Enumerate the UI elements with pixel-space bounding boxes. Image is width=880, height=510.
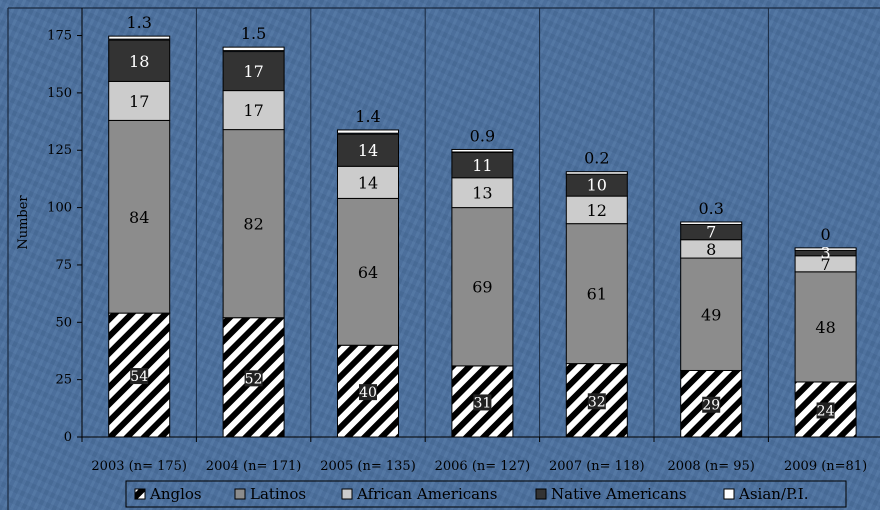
bar-asian-p-i--2 xyxy=(337,129,399,134)
x-category-label: 2003 (n= 175) xyxy=(91,459,187,474)
data-label-native-americans: 7 xyxy=(706,223,716,242)
anglo-label-box xyxy=(816,402,835,419)
bar-native-americans-3 xyxy=(451,152,514,179)
bar-african-americans-4 xyxy=(565,195,628,225)
y-tick-label: 75 xyxy=(55,258,72,273)
x-category-label: 2007 (n= 118) xyxy=(549,459,645,474)
legend-swatch-latinos xyxy=(234,488,246,500)
data-label-latinos: 48 xyxy=(815,318,835,337)
data-label-native-americans: 18 xyxy=(129,52,149,71)
legend-swatch-anglos xyxy=(134,488,146,500)
bar-native-americans-1 xyxy=(222,51,285,92)
legend-swatch-asian-p-i- xyxy=(723,488,735,500)
bar-latinos-0 xyxy=(108,119,171,314)
bar-asian-p-i--0 xyxy=(108,35,171,40)
data-label-anglos: 32 xyxy=(588,394,606,410)
x-category-label: 2005 (n= 135) xyxy=(320,459,416,474)
data-label-asian-pi: 1.3 xyxy=(126,13,151,32)
data-label-anglos: 40 xyxy=(359,385,377,401)
data-label-african-americans: 17 xyxy=(243,101,263,120)
data-label-latinos: 69 xyxy=(472,278,492,297)
y-tick-label: 0 xyxy=(64,430,72,445)
y-axis-title: Number xyxy=(16,195,31,250)
data-label-asian-pi: 0 xyxy=(821,225,831,244)
bar-asian-p-i--1 xyxy=(222,46,285,52)
y-tick-label: 150 xyxy=(47,86,72,101)
data-label-latinos: 64 xyxy=(358,263,378,282)
data-label-latinos: 84 xyxy=(129,208,149,227)
anglo-label-box xyxy=(130,368,149,385)
legend-label-african-americans: African Americans xyxy=(356,485,497,503)
data-label-african-americans: 7 xyxy=(821,255,831,274)
bar-asian-p-i--6 xyxy=(794,247,857,251)
data-label-native-americans: 11 xyxy=(472,156,492,175)
legend-swatch-native-americans xyxy=(535,488,547,500)
bar-asian-p-i--5 xyxy=(680,221,743,225)
legend-box xyxy=(125,480,847,508)
data-label-anglos: 31 xyxy=(473,395,491,411)
y-tick-label: 25 xyxy=(55,373,72,388)
data-label-native-americans: 10 xyxy=(587,176,607,195)
data-label-african-americans: 17 xyxy=(129,92,149,111)
data-label-african-americans: 12 xyxy=(587,201,607,220)
bar-latinos-5 xyxy=(680,257,743,371)
bar-african-americans-3 xyxy=(451,177,514,209)
legend-swatch-african-americans xyxy=(341,488,353,500)
data-label-asian-pi: 1.5 xyxy=(241,24,266,43)
data-label-asian-pi: 0.2 xyxy=(584,149,609,168)
bar-native-americans-2 xyxy=(337,133,399,167)
legend-label-latinos: Latinos xyxy=(250,485,306,503)
bar-latinos-2 xyxy=(337,197,399,346)
data-label-anglos: 29 xyxy=(702,398,720,414)
bar-latinos-3 xyxy=(451,207,514,367)
bar-latinos-6 xyxy=(794,271,857,383)
data-label-anglos: 24 xyxy=(817,403,835,419)
legend-label-asian-p-i-: Asian/P.I. xyxy=(738,485,809,503)
anglo-label-box xyxy=(473,394,492,411)
data-label-african-americans: 13 xyxy=(472,184,492,203)
data-label-latinos: 82 xyxy=(243,215,263,234)
data-label-latinos: 49 xyxy=(701,305,721,324)
x-category-label: 2006 (n= 127) xyxy=(435,459,531,474)
legend-label-native-americans: Native Americans xyxy=(551,485,687,503)
bar-asian-p-i--4 xyxy=(565,171,628,175)
bar-latinos-4 xyxy=(565,223,628,365)
data-label-asian-pi: 0.3 xyxy=(698,199,723,218)
bar-native-americans-0 xyxy=(108,39,171,82)
y-tick-label: 100 xyxy=(47,201,72,216)
data-label-native-americans: 17 xyxy=(243,62,263,81)
bar-anglos-0 xyxy=(108,312,171,438)
data-label-african-americans: 14 xyxy=(358,173,378,192)
legend-label-anglos: Anglos xyxy=(149,485,202,503)
anglo-label-box xyxy=(587,393,606,410)
data-label-native-americans: 3 xyxy=(821,243,831,262)
data-label-african-americans: 8 xyxy=(706,240,716,259)
y-tick-label: 125 xyxy=(47,143,72,158)
x-category-label: 2009 (n=81) xyxy=(784,459,867,474)
bar-latinos-1 xyxy=(222,129,285,319)
x-category-label: 2008 (n= 95) xyxy=(668,459,755,474)
data-label-anglos: 54 xyxy=(130,369,148,385)
bar-asian-p-i--3 xyxy=(451,148,514,153)
data-label-native-americans: 14 xyxy=(358,141,378,160)
data-label-latinos: 61 xyxy=(587,285,607,304)
y-tick-label: 175 xyxy=(47,29,72,44)
anglo-label-box xyxy=(702,396,721,413)
data-label-asian-pi: 1.4 xyxy=(355,107,380,126)
data-label-anglos: 52 xyxy=(245,371,263,387)
x-category-label: 2004 (n= 171) xyxy=(206,459,302,474)
y-tick-label: 50 xyxy=(55,315,72,330)
data-label-asian-pi: 0.9 xyxy=(470,126,495,145)
anglo-label-box xyxy=(244,370,263,387)
anglo-label-box xyxy=(359,384,377,401)
